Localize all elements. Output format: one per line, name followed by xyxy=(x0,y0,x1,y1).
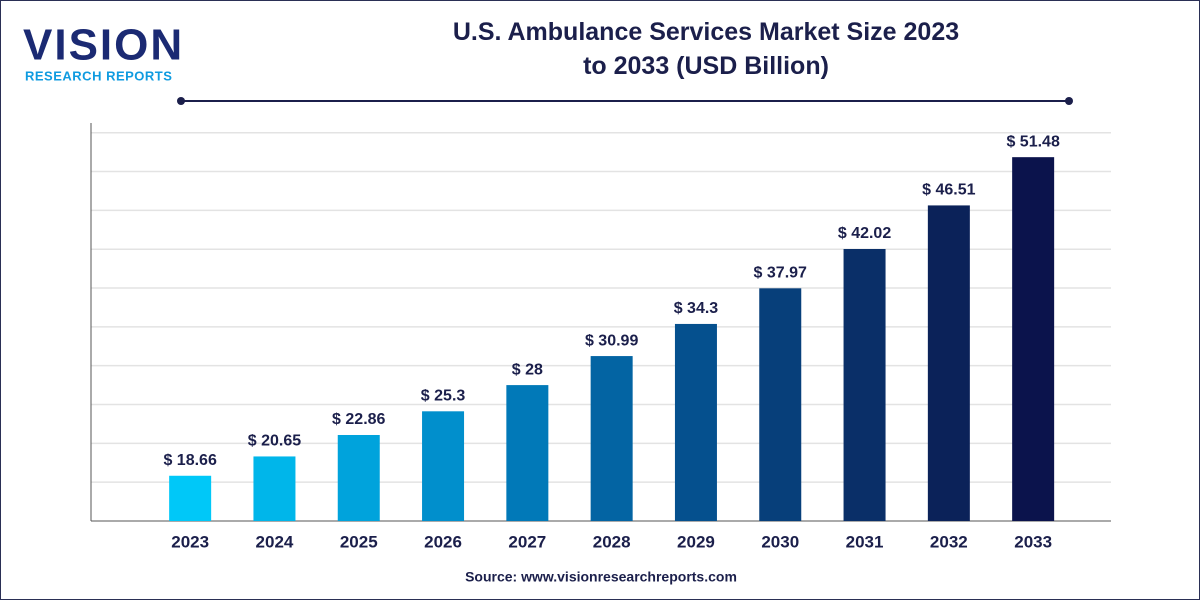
rule-dot xyxy=(1065,97,1073,105)
bar xyxy=(337,434,380,521)
value-label: $ 30.99 xyxy=(585,332,638,349)
logo-name: VISION xyxy=(23,21,184,70)
bar xyxy=(253,456,296,521)
bar xyxy=(1012,157,1055,522)
bar xyxy=(759,288,802,521)
x-tick-label: 2029 xyxy=(677,532,715,551)
bar xyxy=(674,323,717,521)
x-tick-label: 2023 xyxy=(171,532,209,551)
rule-dot xyxy=(177,97,185,105)
bar xyxy=(506,385,549,521)
x-tick-label: 2024 xyxy=(256,532,294,551)
x-tick-label: 2025 xyxy=(340,532,378,551)
source: Source: www.visionresearchreports.com xyxy=(465,569,737,585)
x-tick-label: 2028 xyxy=(593,532,631,551)
value-label: $ 42.02 xyxy=(838,225,891,242)
logo-tagline: RESEARCH REPORTS xyxy=(25,68,172,83)
chart-title: U.S. Ambulance Services Market Size 2023… xyxy=(452,18,960,80)
value-label: $ 22.86 xyxy=(332,411,385,428)
value-label: $ 25.3 xyxy=(421,388,466,405)
bar xyxy=(590,356,633,521)
value-label: $ 51.48 xyxy=(1006,133,1059,150)
bar xyxy=(422,411,465,521)
x-tick-label: 2030 xyxy=(761,532,799,551)
x-tick-label: 2032 xyxy=(930,532,968,551)
bar xyxy=(843,249,886,521)
value-label: $ 37.97 xyxy=(754,265,807,282)
x-tick-label: 2033 xyxy=(1014,532,1052,551)
bar xyxy=(169,475,212,521)
value-label: $ 34.3 xyxy=(674,300,719,317)
x-tick-label: 2027 xyxy=(508,532,546,551)
value-label: $ 18.66 xyxy=(163,452,216,469)
bar xyxy=(927,205,970,522)
x-tick-label: 2026 xyxy=(424,532,462,551)
value-label: $ 20.65 xyxy=(248,433,301,450)
value-label: $ 46.51 xyxy=(922,182,975,199)
x-tick-label: 2031 xyxy=(846,532,884,551)
value-label: $ 28 xyxy=(512,361,543,378)
